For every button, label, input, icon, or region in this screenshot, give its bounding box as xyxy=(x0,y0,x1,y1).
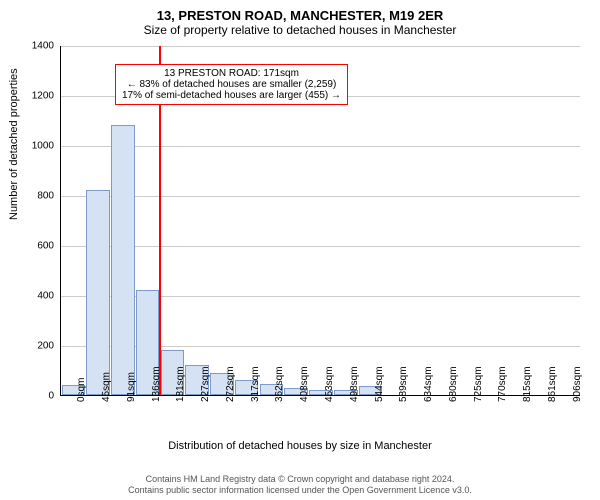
x-tick-label: 815sqm xyxy=(522,366,533,402)
x-tick-label: 453sqm xyxy=(324,366,335,402)
x-tick-label: 45sqm xyxy=(101,372,112,402)
gridline xyxy=(61,196,580,197)
x-tick-label: 861sqm xyxy=(547,366,558,402)
plot-area: 02004006008001000120014000sqm45sqm91sqm1… xyxy=(60,46,580,396)
x-tick-label: 227sqm xyxy=(200,366,211,402)
gridline xyxy=(61,46,580,47)
footer-line-2: Contains public sector information licen… xyxy=(0,485,600,496)
y-tick-label: 600 xyxy=(14,241,54,252)
annotation-line: ← 83% of detached houses are smaller (2,… xyxy=(122,79,341,90)
histogram-chart: 02004006008001000120014000sqm45sqm91sqm1… xyxy=(60,46,580,396)
x-tick-label: 634sqm xyxy=(423,366,434,402)
x-tick-label: 680sqm xyxy=(448,366,459,402)
attribution-footer: Contains HM Land Registry data © Crown c… xyxy=(0,474,600,496)
x-tick-label: 906sqm xyxy=(572,366,583,402)
gridline xyxy=(61,146,580,147)
x-tick-label: 725sqm xyxy=(473,366,484,402)
x-axis-label: Distribution of detached houses by size … xyxy=(0,440,600,452)
histogram-bar xyxy=(111,125,135,395)
x-tick-label: 544sqm xyxy=(374,366,385,402)
y-tick-label: 1200 xyxy=(14,91,54,102)
page-title: 13, PRESTON ROAD, MANCHESTER, M19 2ER xyxy=(0,0,600,23)
histogram-bar xyxy=(86,190,110,395)
x-tick-label: 272sqm xyxy=(225,366,236,402)
property-annotation-box: 13 PRESTON ROAD: 171sqm← 83% of detached… xyxy=(115,64,348,105)
page-subtitle: Size of property relative to detached ho… xyxy=(0,23,600,41)
footer-line-1: Contains HM Land Registry data © Crown c… xyxy=(0,474,600,485)
gridline xyxy=(61,246,580,247)
chart-container: 13, PRESTON ROAD, MANCHESTER, M19 2ER Si… xyxy=(0,0,600,500)
x-tick-label: 0sqm xyxy=(76,378,87,402)
x-tick-label: 362sqm xyxy=(274,366,285,402)
x-tick-label: 498sqm xyxy=(349,366,360,402)
annotation-line: 13 PRESTON ROAD: 171sqm xyxy=(122,68,341,79)
x-tick-label: 770sqm xyxy=(497,366,508,402)
y-tick-label: 400 xyxy=(14,291,54,302)
y-tick-label: 200 xyxy=(14,341,54,352)
y-tick-label: 1400 xyxy=(14,41,54,52)
y-tick-label: 800 xyxy=(14,191,54,202)
annotation-line: 17% of semi-detached houses are larger (… xyxy=(122,90,341,101)
x-tick-label: 408sqm xyxy=(299,366,310,402)
x-tick-label: 91sqm xyxy=(126,372,137,402)
y-tick-label: 1000 xyxy=(14,141,54,152)
x-tick-label: 589sqm xyxy=(398,366,409,402)
y-tick-label: 0 xyxy=(14,391,54,402)
x-tick-label: 317sqm xyxy=(250,366,261,402)
x-tick-label: 181sqm xyxy=(175,366,186,402)
